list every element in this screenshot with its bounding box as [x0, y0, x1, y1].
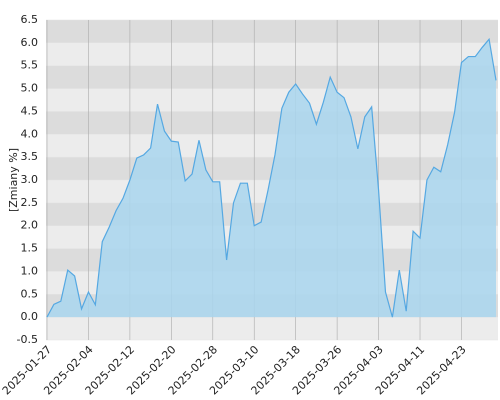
- y-tick-label: 0.5: [21, 287, 39, 300]
- area: [47, 39, 496, 318]
- band: [46, 20, 498, 43]
- y-tick-label: 5.0: [21, 82, 39, 95]
- line: [46, 37, 497, 318]
- band: [46, 111, 498, 135]
- y-tick-label: 1.5: [21, 242, 39, 255]
- y-tick-label: 5.5: [21, 59, 39, 72]
- band: [46, 42, 498, 66]
- y-tick-label: 3.5: [21, 150, 39, 163]
- y-tick-label: 3.0: [21, 173, 39, 186]
- y-tick-label: -0.5: [17, 333, 38, 346]
- y-tick-label: 4.5: [21, 104, 39, 117]
- y-tick-label: 2.5: [21, 196, 39, 209]
- y-tick-label: 6.5: [21, 13, 39, 26]
- band: [46, 134, 498, 158]
- y-tick-label: 2.0: [21, 219, 39, 232]
- y-tick-label: 6.0: [21, 36, 39, 49]
- y-axis-label: [Zmiany %]: [7, 148, 20, 212]
- y-tick-label: 0.0: [21, 310, 39, 323]
- band: [46, 317, 498, 340]
- band: [46, 88, 498, 112]
- y-tick-label: 4.0: [21, 127, 39, 140]
- y-tick-label: 1.0: [21, 264, 39, 277]
- band: [46, 65, 498, 89]
